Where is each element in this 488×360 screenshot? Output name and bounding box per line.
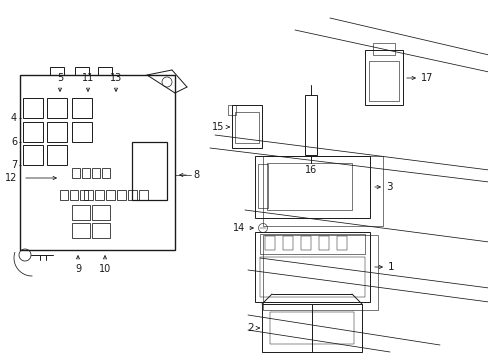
Bar	[92, 223, 110, 238]
Bar	[70, 190, 78, 200]
Bar	[372, 43, 394, 55]
Bar	[260, 257, 364, 297]
Bar	[235, 112, 259, 143]
Text: 6: 6	[11, 137, 17, 147]
Bar	[254, 232, 369, 302]
Bar	[75, 67, 89, 75]
Bar	[82, 168, 90, 178]
Bar	[20, 75, 175, 250]
Bar	[92, 168, 100, 178]
Bar	[50, 67, 64, 75]
Bar	[263, 235, 377, 310]
Text: 11: 11	[81, 73, 94, 83]
Bar	[60, 190, 68, 200]
Bar	[368, 61, 398, 101]
Text: 2: 2	[247, 323, 253, 333]
Bar	[47, 122, 67, 142]
Text: 17: 17	[420, 73, 432, 83]
Bar	[23, 122, 43, 142]
Bar	[254, 156, 369, 218]
Bar	[95, 190, 104, 200]
Bar	[80, 190, 88, 200]
Bar	[117, 190, 126, 200]
Text: 7: 7	[11, 160, 17, 170]
Bar	[364, 50, 402, 105]
Text: 4: 4	[11, 113, 17, 123]
Text: 13: 13	[110, 73, 122, 83]
Text: 16: 16	[304, 165, 317, 175]
Bar	[336, 236, 346, 250]
Bar	[260, 234, 364, 254]
Bar	[23, 98, 43, 118]
Text: 3: 3	[385, 182, 392, 192]
Bar	[262, 304, 361, 352]
Bar	[283, 236, 292, 250]
Bar	[266, 163, 351, 210]
Bar	[92, 205, 110, 220]
Bar	[258, 164, 267, 208]
Bar	[47, 98, 67, 118]
Bar	[318, 236, 328, 250]
Bar	[23, 145, 43, 165]
Bar	[102, 168, 110, 178]
Bar	[264, 236, 274, 250]
Text: 8: 8	[193, 170, 199, 180]
Bar	[84, 190, 93, 200]
Bar	[98, 67, 112, 75]
Text: 15: 15	[211, 122, 224, 132]
Bar	[47, 145, 67, 165]
Bar	[269, 312, 353, 344]
Bar	[139, 190, 148, 200]
Text: 1: 1	[387, 262, 394, 272]
Bar	[231, 105, 262, 148]
Text: 9: 9	[75, 264, 81, 274]
Bar	[132, 142, 167, 200]
Text: 5: 5	[57, 73, 63, 83]
Bar	[301, 236, 310, 250]
Bar	[263, 156, 382, 226]
Text: 14: 14	[232, 223, 244, 233]
Bar	[305, 95, 316, 155]
Bar	[72, 98, 92, 118]
Bar	[227, 105, 236, 115]
Bar	[72, 205, 90, 220]
Bar	[72, 122, 92, 142]
Bar	[72, 223, 90, 238]
Text: 10: 10	[99, 264, 111, 274]
Bar	[128, 190, 137, 200]
Bar	[72, 168, 80, 178]
Text: 12: 12	[4, 173, 17, 183]
Bar	[106, 190, 115, 200]
